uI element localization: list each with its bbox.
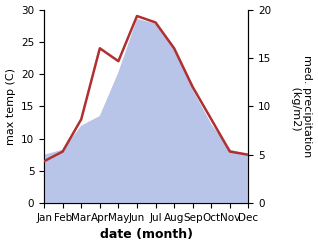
Y-axis label: max temp (C): max temp (C) [5, 68, 16, 145]
Y-axis label: med. precipitation
 (kg/m2): med. precipitation (kg/m2) [291, 55, 313, 158]
X-axis label: date (month): date (month) [100, 228, 193, 242]
